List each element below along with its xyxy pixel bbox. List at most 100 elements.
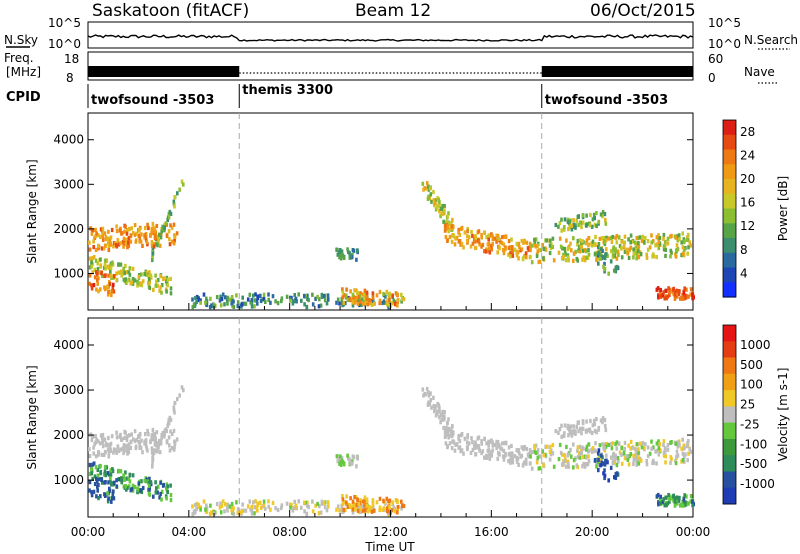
scatter-cell	[680, 240, 683, 245]
scatter-cell	[566, 423, 570, 428]
scatter-cell	[131, 266, 135, 271]
scatter-cell	[676, 440, 679, 445]
scatter-cell	[525, 240, 529, 245]
scatter-cell	[169, 429, 172, 434]
scatter-cell	[646, 454, 650, 459]
scatter-cell	[348, 296, 352, 301]
scatter-cell	[455, 235, 459, 240]
scatter-cell	[110, 227, 114, 233]
scatter-cell	[507, 459, 510, 464]
colorbar-segment	[723, 120, 736, 136]
scatter-cell	[488, 452, 491, 457]
scatter-cell	[658, 235, 662, 241]
scatter-cell	[173, 444, 176, 449]
scatter-cell	[388, 291, 392, 296]
scatter-cell	[303, 500, 306, 505]
scatter-cell	[614, 475, 618, 480]
scatter-cell	[103, 449, 107, 455]
scatter-cell	[249, 300, 252, 305]
scatter-cell	[152, 287, 155, 292]
scatter-cell	[567, 226, 570, 232]
scatter-cell	[488, 246, 491, 251]
scatter-cell	[667, 492, 670, 498]
scatter-cell	[466, 229, 469, 234]
scatter-cell	[443, 410, 446, 415]
scatter-cell	[554, 222, 558, 228]
scatter-cell	[95, 494, 98, 499]
scatter-cell	[246, 297, 250, 302]
scatter-cell	[176, 191, 179, 196]
cpid-segment-name: twofsound -3503	[545, 93, 668, 108]
scatter-cell	[604, 427, 608, 433]
scatter-cell	[96, 281, 99, 286]
scatter-cell	[603, 462, 607, 467]
scatter-cell	[453, 242, 457, 247]
scatter-cell	[339, 253, 343, 258]
scatter-cell	[510, 443, 513, 448]
scatter-cell	[614, 247, 617, 252]
scatter-cell	[658, 442, 662, 447]
scatter-cell	[345, 500, 348, 505]
scatter-cell	[662, 236, 665, 241]
scatter-cell	[202, 499, 206, 504]
scatter-cell	[120, 269, 123, 274]
scatter-cell	[611, 254, 615, 259]
scatter-cell	[90, 258, 93, 263]
scatter-cell	[128, 479, 132, 484]
scatter-cell	[467, 441, 471, 446]
scatter-cell	[676, 294, 679, 299]
scatter-cell	[255, 505, 258, 510]
scatter-cell	[151, 247, 155, 252]
scatter-cell	[101, 444, 105, 449]
scatter-cell	[678, 237, 681, 242]
scatter-cell	[235, 293, 238, 298]
scatter-cell	[339, 454, 342, 459]
scatter-cell	[90, 261, 93, 266]
scatter-cell	[110, 480, 113, 485]
scatter-cell	[159, 232, 163, 238]
scatter-cell	[109, 265, 113, 270]
scatter-cell	[578, 249, 582, 254]
y-tick-label: 1000	[53, 473, 84, 487]
scatter-cell	[626, 457, 629, 462]
scatter-cell	[607, 271, 610, 276]
scatter-cell	[682, 290, 686, 295]
scatter-cell	[683, 239, 686, 244]
scatter-cell	[292, 506, 295, 511]
scatter-cell	[180, 385, 184, 390]
scatter-cell	[517, 448, 520, 453]
colorbar-segment	[723, 406, 736, 424]
scatter-cell	[572, 458, 576, 463]
y-tick-label: 4000	[53, 338, 84, 352]
scatter-cell	[92, 245, 95, 250]
station-title: Saskatoon (fitACF)	[92, 1, 249, 21]
scatter-cell	[289, 298, 292, 303]
scatter-cell	[672, 286, 675, 291]
scatter-cell	[146, 448, 149, 453]
colorbar-segment	[723, 373, 736, 391]
scatter-cell	[300, 298, 303, 303]
scatter-cell	[603, 475, 606, 481]
scatter-cell	[311, 292, 314, 297]
scatter-cell	[94, 454, 98, 459]
scatter-cell	[210, 304, 214, 309]
scatter-cell	[675, 454, 678, 459]
scatter-cell	[655, 494, 659, 499]
colorbar-segment	[723, 438, 736, 456]
scatter-cell	[446, 445, 449, 450]
scatter-cell	[90, 464, 93, 469]
scatter-cell	[539, 454, 542, 459]
scatter-cell	[664, 446, 667, 451]
scatter-cell	[524, 457, 528, 462]
scatter-cell	[101, 226, 105, 231]
scatter-cell	[681, 245, 685, 250]
scatter-cell	[319, 510, 323, 515]
scatter-cell	[603, 446, 606, 451]
scatter-cell	[154, 229, 157, 234]
scatter-cell	[594, 234, 597, 240]
scatter-cell	[319, 303, 323, 308]
scatter-cell	[685, 444, 689, 449]
scatter-cell	[681, 296, 685, 301]
scatter-cell	[602, 471, 605, 476]
scatter-cell	[94, 247, 98, 252]
